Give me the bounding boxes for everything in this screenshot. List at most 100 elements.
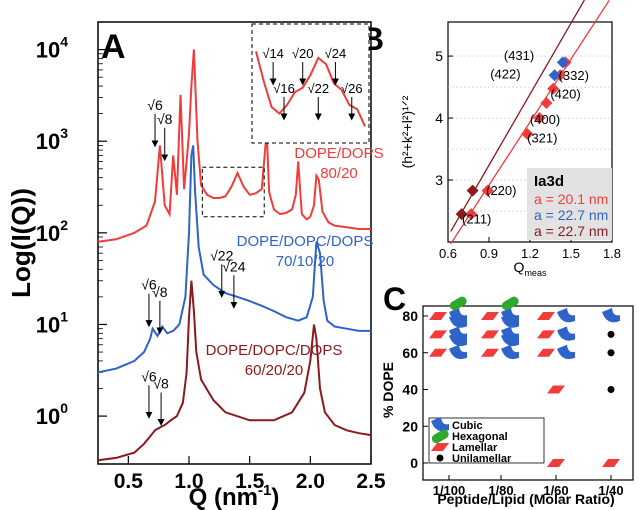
panel-a-x-tick-label: 2.5 xyxy=(356,470,386,493)
panel-a-peak-label: √22 xyxy=(210,247,233,263)
cubic-phase-marker xyxy=(557,308,575,323)
panel-b-x-tick-label: 1.5 xyxy=(562,246,580,261)
panel-a-peak-label: √8 xyxy=(157,111,173,127)
panel-a-inset-peak-label: √14 xyxy=(262,46,284,61)
panel-a-series-label: 70/10/20 xyxy=(276,253,334,270)
panel-b-data-point xyxy=(521,128,534,141)
panel-b-legend: Ia3d a = 20.1 nm a = 22.7 nm a = 22.7 nm xyxy=(527,168,612,240)
unilamellar-phase-marker xyxy=(607,349,615,357)
lamellar-phase-marker xyxy=(537,348,555,357)
panel-c-x-tick-label: 1/40 xyxy=(598,483,623,498)
panel-b-miller-index-label: (422) xyxy=(490,67,520,82)
panel-a-y-axis-label: Log(I(Q)) xyxy=(6,188,36,298)
panel-b-data-point xyxy=(548,69,561,82)
panel-a-series-line xyxy=(97,280,372,462)
panel-c-y-axis-label: % DOPE xyxy=(380,362,396,418)
panel-c-plot-frame xyxy=(422,305,634,481)
panel-c-x-tick-label: 1/100 xyxy=(433,483,466,498)
lamellar-phase-marker xyxy=(547,459,565,467)
panel-b-data-point xyxy=(540,96,553,109)
panel-b-x-tick-label: 0.9 xyxy=(480,246,498,261)
panel-b-x-tick-label: 1.2 xyxy=(521,246,539,261)
panel-c-legend-label: Hexagonal xyxy=(452,431,508,443)
cubic-phase-marker xyxy=(431,417,449,432)
panel-a-x-tick-label: 1.0 xyxy=(174,470,203,493)
panel-b-fit-line xyxy=(450,0,610,245)
panel-a-series-label: 80/20 xyxy=(320,165,358,182)
panel-a-x-axis-label: Q (nm-1) xyxy=(189,482,280,510)
panel-a-letter: A xyxy=(101,28,126,66)
panel-a-peak-label: √6 xyxy=(147,97,163,113)
panel-a-plot-frame xyxy=(97,21,372,465)
cubic-phase-marker xyxy=(602,308,620,323)
panel-a-y-tick-label: 103 xyxy=(36,125,68,154)
panel-a-peak-label: √24 xyxy=(222,258,245,274)
panel-b-data-point xyxy=(466,184,479,197)
panel-a-x-axis-unit-exponent: -1 xyxy=(258,482,271,499)
panel-a-peak-label: √8 xyxy=(152,284,168,300)
cubic-phase-marker xyxy=(449,344,467,360)
panel-c-y-tick-label: 0 xyxy=(410,455,418,471)
panel-b-x-axis-label: Qmeas xyxy=(514,259,547,278)
panel-a-peak-label: √6 xyxy=(141,277,157,293)
panel-b-miller-index-label: (431) xyxy=(504,48,534,63)
panel-b-miller-index-label: (220) xyxy=(486,183,516,198)
panel-a-y-tick-label: 101 xyxy=(36,308,68,337)
panel-a-saxs-chart: 0.5 1.0 1.5 2.0 2.5 100 101 102 103 104 DOPE/DOPS… xyxy=(6,21,386,510)
panel-a-series-line xyxy=(97,145,371,374)
panel-b-x-tick-label: 1.8 xyxy=(603,246,621,261)
panel-b-data-point xyxy=(455,208,468,221)
panel-a-y-tick-label: 102 xyxy=(36,217,68,246)
lamellar-phase-marker xyxy=(481,348,499,357)
panel-a-series-label: DOPE/DOPS xyxy=(294,145,383,162)
panel-a-inset-curve xyxy=(255,51,366,127)
hexagonal-phase-marker xyxy=(431,429,449,444)
unilamellar-phase-marker xyxy=(436,454,444,462)
panel-a-series-label: 60/20/20 xyxy=(245,362,303,379)
panel-c-x-axis-label: Peptide/Lipid (Molar Ratio) xyxy=(437,491,614,507)
panel-b-x-tick-label: 0.6 xyxy=(439,246,457,261)
panel-c-letter: C xyxy=(383,281,406,317)
panel-a-peak-label: √8 xyxy=(153,376,169,392)
panel-c-y-tick-label: 40 xyxy=(402,382,418,398)
panel-c-legend-label: Cubic xyxy=(452,420,483,432)
panel-a-inset-peak-label: √24 xyxy=(325,46,347,61)
lamellar-phase-marker xyxy=(429,330,447,339)
panel-a-x-tick-label: 1.5 xyxy=(235,470,265,493)
panel-c-y-tick-label: 60 xyxy=(402,345,418,361)
panel-a-inset-peak-label: √22 xyxy=(307,81,329,96)
cubic-phase-marker xyxy=(449,313,467,328)
hexagonal-phase-marker xyxy=(449,296,467,311)
panel-b-legend-box xyxy=(527,168,612,240)
cubic-phase-marker xyxy=(557,326,575,341)
panel-b-fit-line xyxy=(450,0,586,232)
cubic-phase-marker xyxy=(449,331,467,347)
panel-b-data-point xyxy=(533,112,546,125)
panel-b-miller-index-label: (400) xyxy=(530,112,560,127)
panel-b-legend-entry: a = 20.1 nm xyxy=(534,191,608,207)
panel-a-peak-label: √6 xyxy=(141,368,157,384)
panel-a-series-label: DOPE/DOPC/DOPS xyxy=(237,233,374,250)
panel-b-miller-index-label: (321) xyxy=(527,131,557,146)
lamellar-phase-marker xyxy=(429,312,447,320)
lamellar-phase-marker xyxy=(481,330,499,339)
panel-a-series-label: DOPE/DOPC/DOPS xyxy=(206,342,343,359)
cubic-phase-marker xyxy=(501,344,519,360)
panel-c-y-tick-label: 20 xyxy=(402,418,418,434)
panel-b-x-axis-subscript: meas xyxy=(524,268,547,278)
panel-b-data-point xyxy=(481,184,494,197)
panel-a-x-tick-label: 2.0 xyxy=(296,470,325,493)
panel-b-miller-index-label: (420) xyxy=(550,87,580,102)
panel-b-miller-index-label: (211) xyxy=(462,212,491,227)
lamellar-phase-marker xyxy=(537,330,555,339)
unilamellar-phase-marker xyxy=(607,386,615,393)
cubic-phase-marker xyxy=(501,331,519,347)
panel-b-legend-entry: a = 22.7 nm xyxy=(534,207,608,223)
panel-b-data-point xyxy=(547,82,560,95)
panel-a-x-tick-label: 0.5 xyxy=(114,470,144,493)
cubic-phase-marker xyxy=(557,344,575,360)
panel-a-inset-peak-label: √26 xyxy=(341,81,363,96)
panel-c-legend-label: Unilamellar xyxy=(452,453,512,465)
